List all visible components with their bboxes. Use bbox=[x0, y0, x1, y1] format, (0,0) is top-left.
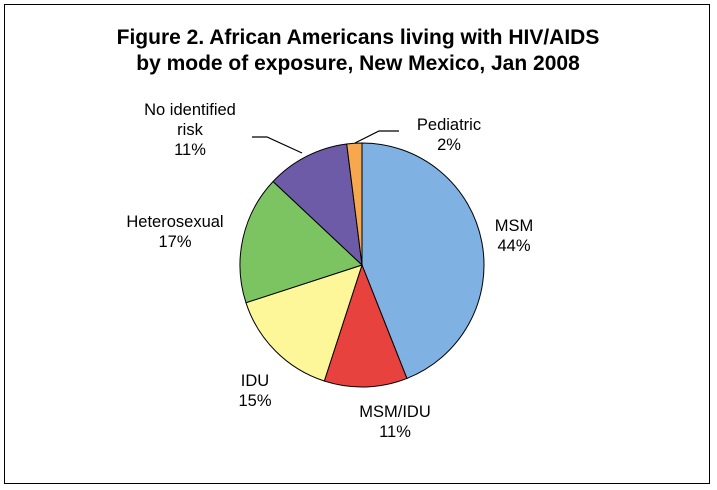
pie-slice-msm-idu bbox=[323, 263, 408, 388]
pie-slices bbox=[239, 142, 485, 388]
slice-label-idu: IDU 15% bbox=[238, 372, 271, 410]
chart-title-line-1: Figure 2. African Americans living with … bbox=[116, 26, 600, 49]
leader-line-pediatric bbox=[354, 130, 399, 144]
slice-labels: MSM 44% MSM/IDU 11% IDU 15% Heterosexual 17% No … bbox=[126, 101, 533, 441]
pie-slice-msm bbox=[361, 142, 485, 380]
chart-frame: Figure 2. African Americans living with … bbox=[4, 4, 710, 484]
slice-label-pediatric: Pediatric 2% bbox=[417, 116, 481, 154]
slice-label-msm: MSM 44% bbox=[495, 217, 534, 255]
chart-title: Figure 2. African Americans living with … bbox=[5, 25, 711, 77]
leader-line-no-identified-risk bbox=[252, 136, 303, 154]
slice-label-msm-idu: MSM/IDU 11% bbox=[359, 403, 431, 441]
leader-lines bbox=[252, 130, 399, 154]
pie-slice-no-identified-risk bbox=[272, 143, 363, 267]
slice-label-no-identified-risk: No identified risk 11% bbox=[144, 101, 236, 159]
chart-title-line-2: by mode of exposure, New Mexico, Jan 200… bbox=[136, 52, 580, 75]
pie-slice-idu bbox=[245, 264, 363, 382]
pie-slice-heterosexual bbox=[239, 180, 363, 304]
slice-label-heterosexual: Heterosexual 17% bbox=[126, 213, 223, 251]
pie-slice-pediatric bbox=[346, 142, 363, 266]
